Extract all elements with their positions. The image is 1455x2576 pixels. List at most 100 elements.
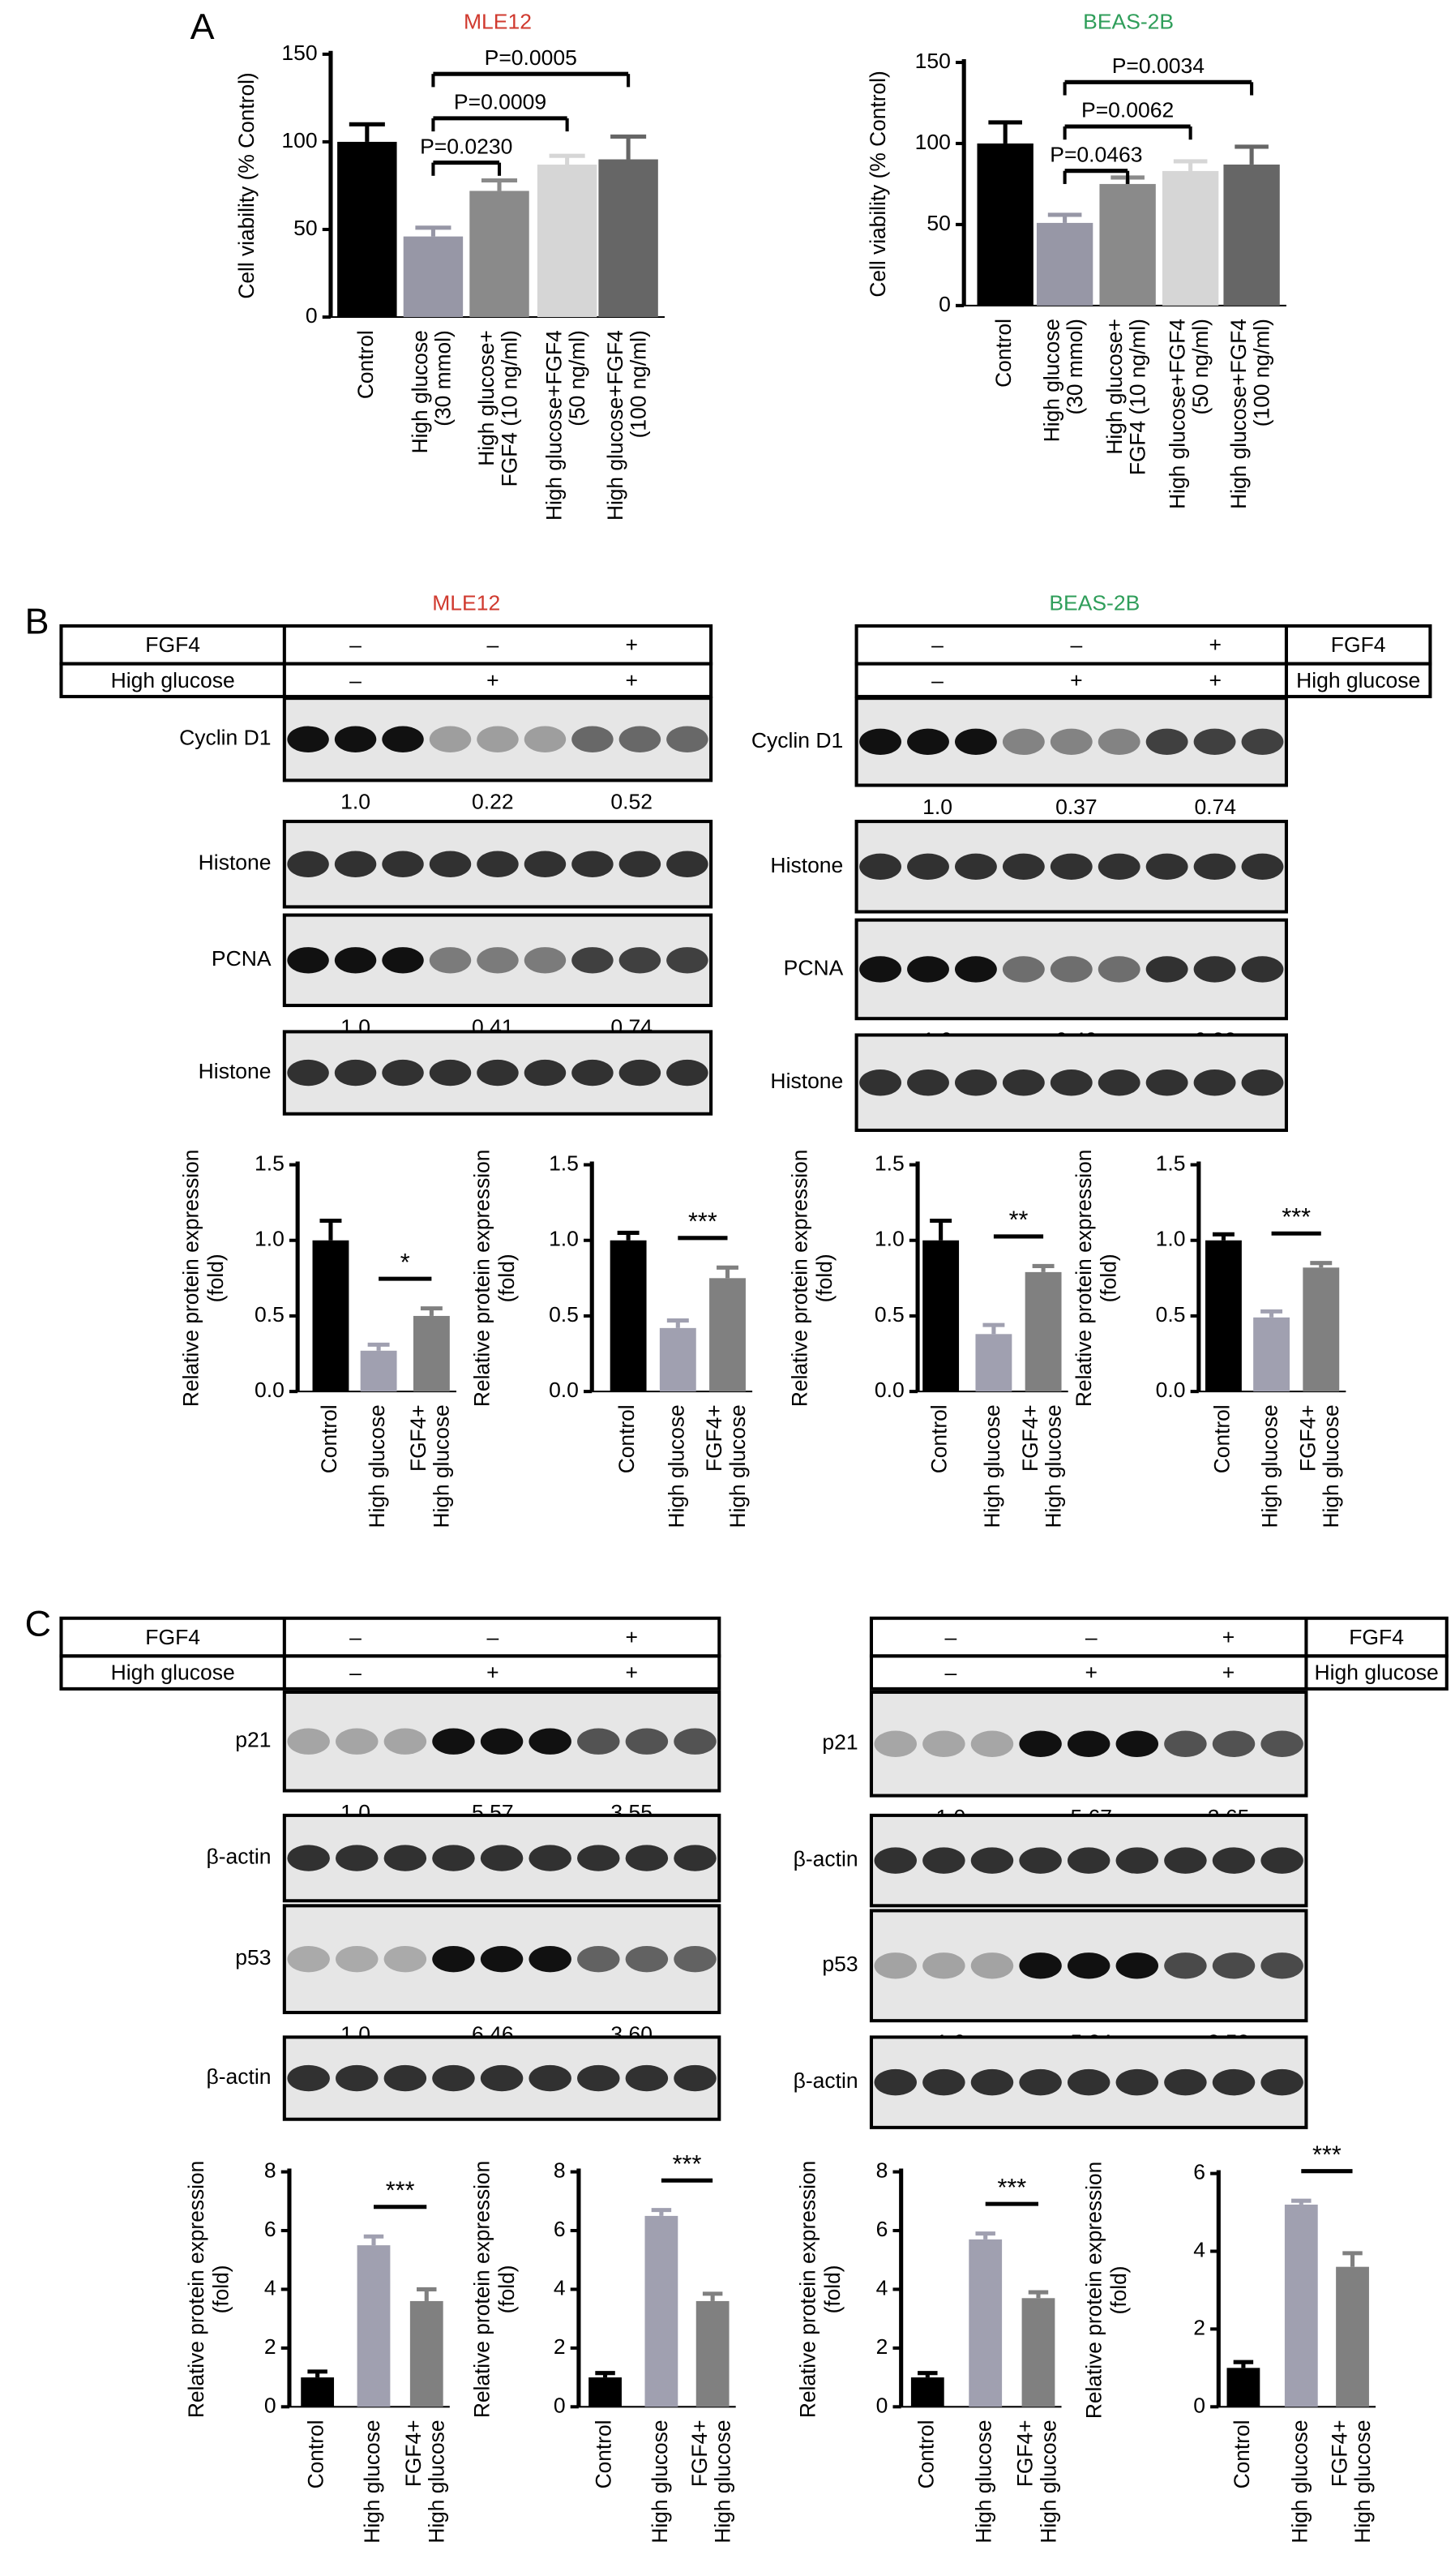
band — [618, 851, 661, 877]
bar — [403, 236, 464, 318]
y-axis-label: Relative protein expression(fold) — [179, 1150, 229, 1407]
bar-chart: MLE12 0 50 100 150 Cell viability (% Control)… — [234, 9, 665, 521]
bar — [1025, 1271, 1062, 1392]
band — [1212, 1730, 1256, 1757]
blot-label: p21 — [822, 1730, 858, 1755]
annotation: P=0.0034 — [1112, 54, 1205, 78]
band — [1002, 853, 1045, 881]
blot-label: p21 — [235, 1728, 271, 1752]
header-sign: + — [1209, 632, 1221, 657]
band — [432, 2064, 475, 2092]
x-tick-label: FGF4+High glucose — [406, 1404, 454, 1528]
annotation: * — [400, 1249, 410, 1276]
y-tick-label: 1.5 — [255, 1151, 285, 1176]
bar — [1284, 2204, 1318, 2407]
band — [1260, 1952, 1303, 1979]
bar-chart: 0 2 4 6 8 Relative protein expression(fold) Co… — [184, 2158, 450, 2544]
band — [1241, 728, 1284, 756]
annotation: P=0.0009 — [454, 90, 546, 114]
chart-title: BEAS-2B — [1083, 9, 1174, 33]
band — [674, 1945, 717, 1973]
blot-label: Histone — [199, 1059, 272, 1083]
bar — [360, 1350, 397, 1392]
y-tick-label: 1.5 — [875, 1151, 905, 1176]
y-tick-label: 8 — [264, 2158, 276, 2183]
header-sign: – — [349, 668, 362, 692]
y-axis-label: Relative protein expression(fold) — [1072, 1150, 1121, 1407]
y-tick-label: 2 — [1193, 2315, 1205, 2339]
bar — [1036, 222, 1093, 306]
band — [1193, 1069, 1236, 1096]
y-tick-label: 1.0 — [1156, 1227, 1186, 1251]
y-tick-label: 1.5 — [1156, 1151, 1186, 1176]
bar — [977, 143, 1033, 306]
band — [674, 1728, 717, 1755]
header-sign: – — [349, 632, 362, 657]
y-axis-label: Cell viability (% Control) — [866, 71, 890, 297]
x-tick-label: Control — [914, 2420, 938, 2489]
bar-chart: BEAS-2B 0 50 100 150 Cell viability (% Contro… — [866, 9, 1286, 509]
x-tick-label: Control — [927, 1404, 952, 1473]
y-tick-label: 1.0 — [875, 1227, 905, 1251]
band — [477, 851, 519, 877]
band — [334, 947, 377, 974]
band — [383, 1845, 427, 1871]
bar — [409, 2300, 443, 2407]
bar-chart: 0 2 4 6 Relative protein expression(fold) Con… — [1081, 2141, 1376, 2544]
annotation: *** — [688, 1208, 717, 1236]
bar — [469, 191, 529, 318]
bar — [312, 1240, 349, 1392]
band — [334, 1059, 377, 1087]
y-tick-label: 6 — [554, 2217, 566, 2241]
annotation: P=0.0005 — [485, 45, 577, 70]
band — [618, 947, 661, 974]
bar — [644, 2215, 678, 2407]
bar — [1162, 170, 1219, 306]
annotation: P=0.0062 — [1081, 98, 1174, 122]
chart-title: MLE12 — [464, 9, 532, 33]
y-tick-label: 0.0 — [255, 1378, 285, 1402]
band — [429, 947, 472, 974]
band — [954, 1069, 997, 1096]
y-tick-label: 50 — [293, 216, 317, 240]
band — [480, 2064, 524, 2092]
panel-label: B — [25, 602, 49, 642]
band — [1193, 956, 1236, 983]
band — [1115, 2068, 1159, 2096]
band — [1164, 2068, 1207, 2096]
band — [334, 851, 377, 877]
band — [1050, 853, 1093, 881]
x-tick-label: FGF4+High glucose — [401, 2420, 449, 2544]
band — [477, 726, 519, 752]
header-label: FGF4 — [145, 632, 200, 657]
header-sign: + — [1222, 1625, 1235, 1649]
band — [383, 2064, 427, 2092]
band — [907, 1069, 949, 1096]
y-tick-label: 2 — [264, 2334, 276, 2359]
band — [1019, 1952, 1062, 1979]
header-sign: + — [486, 668, 499, 692]
band — [382, 726, 424, 752]
header-label: High glucose — [111, 1661, 235, 1685]
x-tick-label: High glucose — [1287, 2420, 1312, 2544]
bar — [1336, 2266, 1369, 2407]
quantification: 0.52 — [610, 790, 653, 814]
annotation: *** — [386, 2177, 415, 2205]
band — [674, 2064, 717, 2092]
x-tick-label: FGF4+High glucose — [1018, 1404, 1066, 1528]
bar-chart: 0.0 0.5 1.0 1.5 Relative protein expression(… — [179, 1150, 456, 1528]
x-tick-label: High glucose+FGF4(100 ng/ml) — [603, 330, 651, 521]
band — [1115, 1847, 1159, 1874]
band — [571, 1059, 614, 1087]
y-tick-label: 100 — [281, 128, 317, 152]
y-tick-label: 4 — [554, 2275, 566, 2300]
band — [666, 947, 708, 974]
band — [1098, 956, 1140, 983]
band — [529, 1945, 571, 1973]
band — [1145, 1069, 1188, 1096]
bar — [598, 159, 658, 318]
blot-label: Histone — [770, 853, 843, 877]
band — [666, 1059, 708, 1087]
bar — [301, 2377, 335, 2407]
